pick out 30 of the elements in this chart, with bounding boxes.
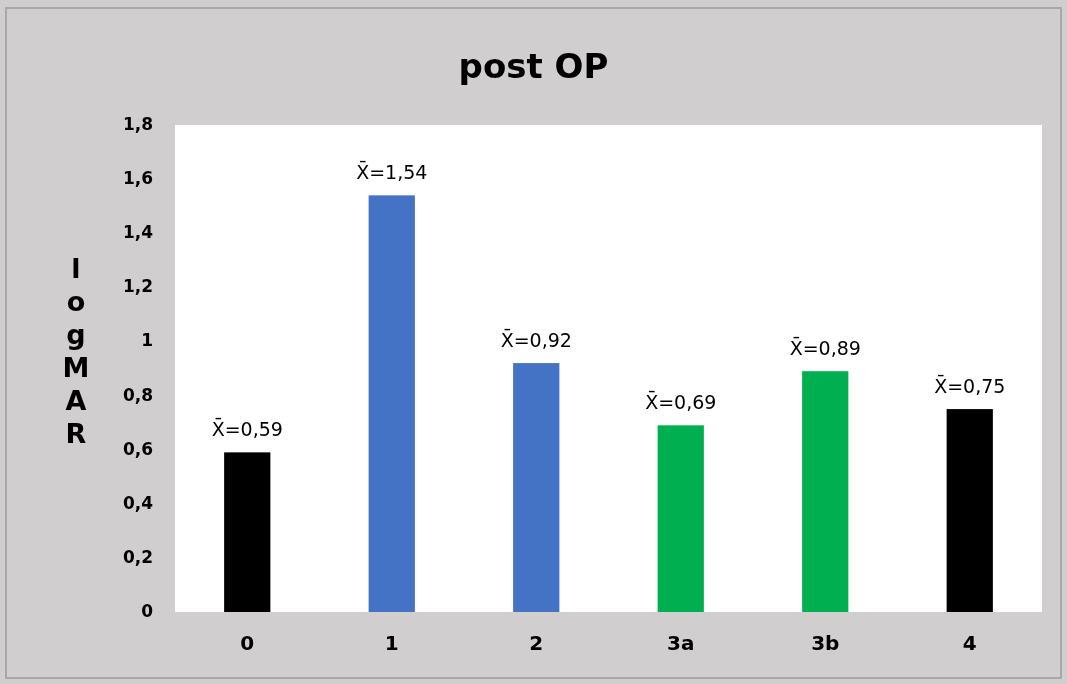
bar xyxy=(657,425,704,612)
chart-title: post OP xyxy=(458,46,609,86)
data-label: X̄=0,59 xyxy=(211,416,283,441)
y-tick-label: 1,4 xyxy=(122,222,154,243)
bar xyxy=(513,363,560,612)
data-label: X̄=0,75 xyxy=(934,373,1006,398)
bar xyxy=(802,371,849,612)
data-label: X̄=0,69 xyxy=(645,389,717,414)
x-tick-label: 3b xyxy=(811,631,840,655)
x-tick-label: 3a xyxy=(667,631,695,655)
y-tick-label: 0,8 xyxy=(122,384,153,405)
data-label: X̄=1,54 xyxy=(356,159,428,184)
bar xyxy=(946,409,993,612)
y-tick-label: 1,6 xyxy=(122,168,153,189)
y-tick-label: 1,2 xyxy=(122,276,153,297)
x-tick-label: 2 xyxy=(529,631,544,655)
data-label: X̄=0,89 xyxy=(789,335,861,360)
x-tick-label: 0 xyxy=(240,631,255,655)
y-tick-label: 0 xyxy=(141,601,154,621)
y-tick-label: 0,4 xyxy=(122,492,154,513)
bar xyxy=(368,195,415,612)
y-tick-label: 0,6 xyxy=(122,438,153,459)
y-tick-label: 1 xyxy=(141,330,153,351)
bar xyxy=(224,452,271,612)
y-axis-title: logMAR xyxy=(62,253,90,449)
data-label: X̄=0,92 xyxy=(500,327,572,352)
x-tick-label: 1 xyxy=(384,631,399,655)
x-tick-label: 4 xyxy=(962,631,977,655)
y-tick-label: 0,2 xyxy=(122,546,153,567)
y-tick-label: 1,8 xyxy=(122,114,153,134)
